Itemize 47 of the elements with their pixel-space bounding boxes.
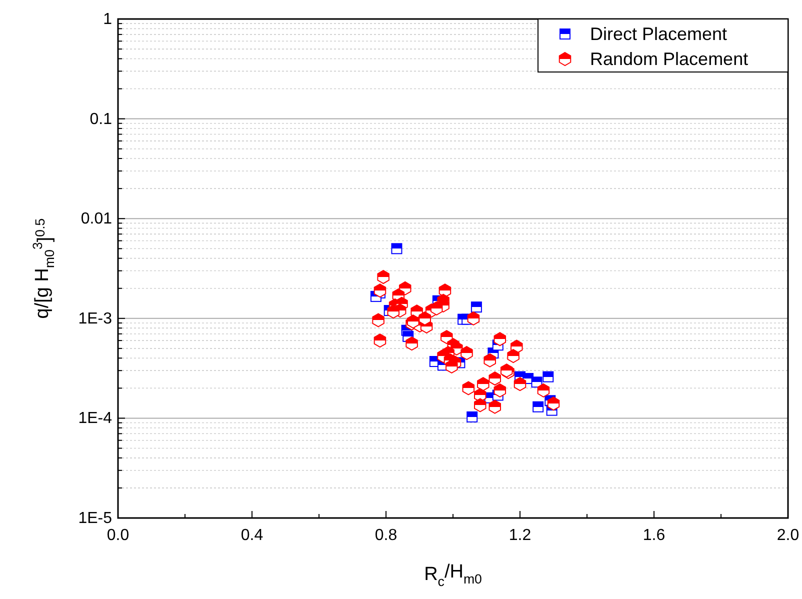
point bbox=[440, 330, 453, 344]
point bbox=[542, 371, 554, 382]
point bbox=[438, 284, 452, 298]
point bbox=[466, 411, 478, 422]
x-tick-label: 0.8 bbox=[374, 527, 398, 544]
point bbox=[488, 400, 502, 414]
x-tick-label: 1.2 bbox=[508, 527, 532, 544]
point bbox=[374, 284, 386, 298]
point bbox=[532, 401, 544, 412]
point bbox=[494, 383, 506, 398]
point bbox=[406, 336, 418, 351]
point bbox=[374, 334, 386, 348]
point bbox=[537, 383, 550, 398]
point bbox=[430, 301, 443, 316]
point bbox=[531, 376, 542, 388]
point bbox=[446, 359, 458, 374]
point bbox=[418, 311, 431, 326]
point bbox=[488, 371, 502, 386]
legend-label: Direct Placement bbox=[590, 24, 728, 44]
x-tick-label: 0.4 bbox=[240, 527, 264, 544]
y-tick-label: 0.01 bbox=[80, 210, 112, 228]
x-axis-title: R$_{c}$/H$_{m0}$ bbox=[424, 561, 482, 589]
point bbox=[387, 304, 400, 319]
y-tick-label: 1 bbox=[103, 11, 112, 28]
point bbox=[547, 396, 560, 411]
point bbox=[372, 313, 384, 328]
point bbox=[462, 381, 475, 396]
point bbox=[377, 270, 390, 284]
x-tick-label: 0.0 bbox=[106, 527, 130, 544]
point bbox=[477, 377, 490, 392]
point bbox=[460, 346, 473, 360]
x-tick-label: 2.0 bbox=[776, 527, 800, 544]
point bbox=[467, 311, 480, 326]
point bbox=[470, 302, 482, 313]
point bbox=[494, 332, 506, 346]
point bbox=[474, 398, 486, 412]
y-tick-label: 1E-4 bbox=[78, 410, 112, 428]
point bbox=[474, 388, 486, 402]
y-tick-label: 1E-5 bbox=[78, 510, 112, 527]
legend-label: Random Placement bbox=[590, 49, 748, 69]
x-tick-label: 1.6 bbox=[642, 527, 666, 544]
point bbox=[391, 243, 402, 254]
y-tick-label: 1E-3 bbox=[78, 310, 112, 328]
y-tick-label: 0.1 bbox=[90, 110, 112, 128]
point bbox=[514, 377, 526, 392]
point bbox=[507, 349, 520, 363]
point bbox=[484, 353, 496, 368]
